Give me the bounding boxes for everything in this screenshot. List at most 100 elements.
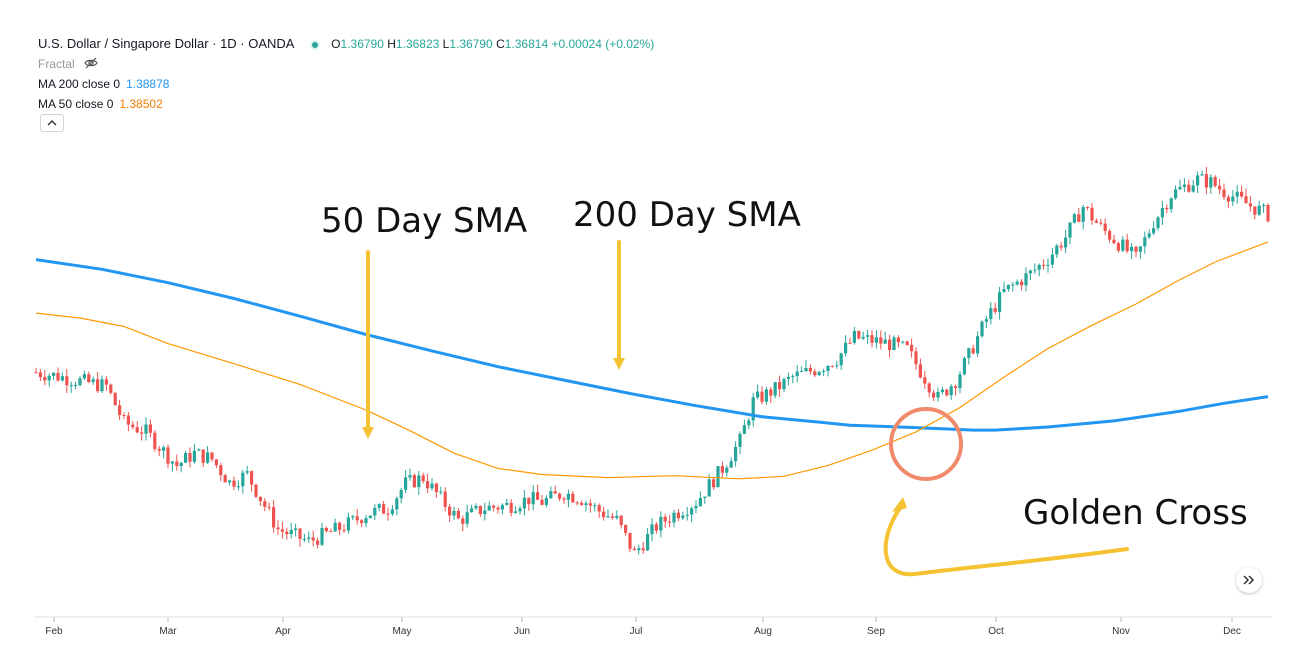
scroll-to-realtime-button[interactable] [1236,567,1262,593]
low-value: 1.36790 [449,37,493,51]
candle [628,532,632,553]
x-tick-label: Sep [867,626,885,637]
ma200-label[interactable]: MA 200 close 0 [38,77,121,91]
candle [276,520,280,535]
candle [901,340,905,344]
candle [1002,281,1006,294]
candle [232,476,236,490]
candle [747,417,751,430]
candle [580,500,584,506]
candle [945,388,949,397]
candle [412,473,416,489]
candle [250,470,254,492]
candle [1200,170,1204,176]
candle [188,447,192,468]
x-tick-label: May [393,626,412,637]
candle [206,445,210,464]
candle [663,513,667,528]
candle [1178,179,1182,191]
candle [993,302,997,315]
candle [861,331,865,341]
candle [465,504,469,528]
candle [426,473,430,494]
ma50-row: MA 50 close 0 1.38502 [38,94,654,114]
golden-cross-circle [889,407,963,481]
x-tick-label: Mar [159,626,177,637]
candle [676,509,680,522]
candle [483,502,487,521]
candle [800,366,804,373]
candle [672,509,676,528]
candle [536,484,540,500]
candle [1121,236,1125,252]
candle [795,365,799,382]
symbol-title[interactable]: U.S. Dollar / Singapore Dollar · 1D · OA… [38,36,295,51]
candle [734,441,738,467]
candle [1187,179,1191,193]
candle [113,392,117,406]
candle [1125,233,1129,254]
candle [826,365,830,377]
candle [492,504,496,512]
candle [377,503,381,511]
candle [892,335,896,351]
candle [685,506,689,521]
candle [531,485,535,511]
candle [646,528,650,551]
candle [566,489,570,508]
candle [236,480,240,491]
candle [540,494,544,506]
candle [756,384,760,400]
candle [166,444,170,469]
candle [879,330,883,350]
collapse-legend-button[interactable] [40,114,64,132]
eye-off-icon[interactable] [84,55,98,75]
candle [109,383,113,395]
candle [1156,215,1160,231]
ma200-row: MA 200 close 0 1.38878 [38,74,654,94]
high-value: 1.36823 [395,37,440,51]
candle [1072,212,1076,224]
candle [1042,259,1046,270]
ma200-value: 1.38878 [126,77,170,91]
candle [505,499,509,506]
ma50-label[interactable]: MA 50 close 0 [38,97,114,111]
candle [399,488,403,504]
candle [668,515,672,527]
candle [1090,202,1094,225]
candle [575,501,579,506]
candle [830,365,834,368]
candle [1077,208,1081,223]
candle [584,500,588,512]
candle [989,301,993,325]
candle [408,468,412,481]
candle [690,506,694,523]
candle [1099,218,1103,226]
candle [716,466,720,488]
candle [210,452,214,462]
arrow-golden-cross [883,497,1129,577]
candle [588,499,592,513]
candle [619,514,623,529]
candle [140,426,144,441]
candle [148,419,152,438]
candle [74,381,78,390]
candle [544,495,548,508]
fractal-label[interactable]: Fractal [38,57,75,71]
candle [1015,279,1019,286]
candle [289,522,293,539]
candle [104,376,108,391]
candle [298,527,302,547]
arrow-50-day-sma [362,250,374,439]
candle [659,511,663,538]
candle [910,338,914,358]
candle [1134,245,1138,258]
candle [386,507,390,521]
candle [1143,231,1147,254]
candle [404,470,408,493]
candle [487,501,491,511]
candle [316,537,320,549]
candle [610,512,614,520]
close-label: C [496,37,505,51]
